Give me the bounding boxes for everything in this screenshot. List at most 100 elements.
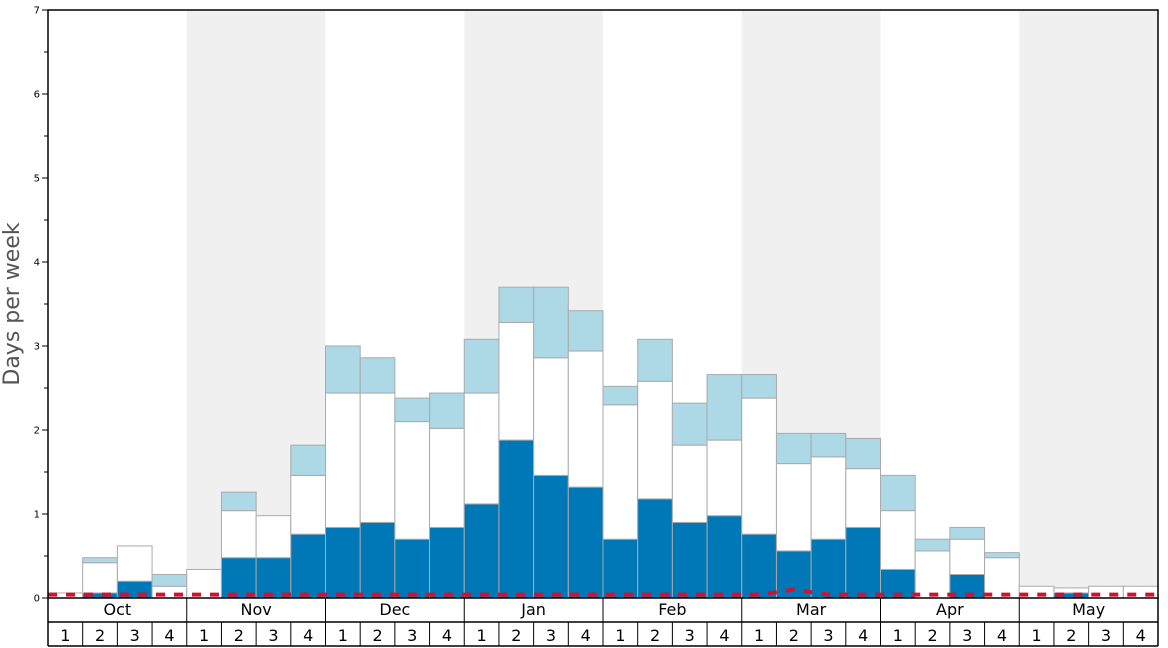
bar-bottom-segment [602, 538, 639, 599]
bar-top-segment [463, 338, 500, 394]
month-label-nov: Nov [241, 600, 272, 619]
week-label: 3 [407, 626, 417, 645]
week-label: 1 [60, 626, 70, 645]
bar-top-segment [498, 286, 535, 323]
bar-middle-segment [810, 456, 847, 540]
bar-middle-segment [498, 321, 535, 441]
bar-top-segment [359, 357, 396, 394]
week-label: 3 [685, 626, 695, 645]
bar-bottom-segment [290, 533, 326, 599]
bar-bottom-segment [637, 498, 673, 599]
bar-bottom-segment [394, 538, 431, 599]
bar-bottom-segment [845, 526, 881, 599]
week-label: 2 [789, 626, 799, 645]
y-tick-label: 3 [34, 342, 40, 353]
bar-middle-segment [116, 545, 153, 582]
bar-middle-segment [359, 392, 396, 523]
bar-bottom-segment [671, 521, 708, 599]
week-label: 3 [823, 626, 833, 645]
bar-middle-segment [845, 468, 881, 528]
week-label: 2 [511, 626, 521, 645]
bar-top-segment [984, 552, 1020, 559]
bar-middle-segment [741, 397, 777, 535]
week-label: 3 [1101, 626, 1111, 645]
week-label: 2 [650, 626, 660, 645]
bar-top-segment [741, 374, 777, 399]
average-line-layer [48, 587, 1158, 597]
bar-bottom-segment [359, 521, 396, 599]
bar-bottom-segment [567, 486, 604, 599]
bar-top-segment [394, 397, 431, 423]
bar-middle-segment [533, 357, 569, 476]
bar-middle-segment [984, 557, 1020, 599]
bar-top-segment [290, 444, 326, 476]
week-label: 4 [164, 626, 174, 645]
bar-top-segment [706, 374, 743, 441]
bar-middle-segment [949, 538, 986, 575]
bar-top-segment [567, 310, 604, 352]
week-label: 4 [1136, 626, 1146, 645]
week-label: 4 [997, 626, 1007, 645]
week-label: 1 [754, 626, 764, 645]
bar-bottom-segment [220, 557, 257, 599]
bar-middle-segment [82, 562, 118, 594]
bar-bottom-segment [463, 503, 500, 599]
month-label-feb: Feb [658, 600, 686, 619]
week-label: 3 [546, 626, 556, 645]
week-label: 1 [477, 626, 487, 645]
y-tick-label: 1 [34, 510, 40, 521]
bar-middle-segment [637, 380, 673, 500]
label-layer: Days per week [0, 222, 25, 385]
month-band-may [1019, 10, 1158, 598]
bar-bottom-segment [498, 439, 535, 599]
bar-top-segment [151, 573, 188, 587]
bar-top-segment [325, 345, 361, 394]
bar-middle-segment [220, 510, 257, 559]
y-tick-label: 4 [34, 258, 40, 269]
bar-middle-segment [671, 444, 708, 523]
week-label: 2 [927, 626, 937, 645]
bar-top-segment [845, 437, 881, 470]
bar-top-segment [810, 432, 847, 458]
bar-middle-segment [1053, 587, 1090, 594]
month-label-apr: Apr [936, 600, 964, 619]
bar-middle-segment [880, 510, 916, 570]
average-line [48, 587, 1158, 597]
week-label: 4 [442, 626, 452, 645]
bar-bottom-segment [255, 557, 292, 599]
week-label: 1 [893, 626, 903, 645]
bar-top-segment [602, 385, 639, 406]
bar-top-segment [775, 432, 812, 465]
week-label: 4 [719, 626, 729, 645]
y-tick-label: 7 [34, 6, 40, 17]
bar-middle-segment [775, 463, 812, 552]
week-label: 3 [268, 626, 278, 645]
bar-top-segment [429, 392, 465, 429]
bar-middle-segment [602, 404, 639, 540]
bar-middle-segment [394, 421, 431, 540]
bar-middle-segment [567, 350, 604, 488]
week-label: 3 [962, 626, 972, 645]
y-axis-label: Days per week [0, 222, 25, 385]
month-label-may: May [1072, 600, 1105, 619]
bar-bottom-segment [706, 515, 743, 599]
bar-top-segment [671, 402, 708, 446]
bar-middle-segment [463, 392, 500, 505]
y-tick-label: 0 [34, 594, 40, 605]
y-tick-label: 6 [34, 90, 40, 101]
bar-middle-segment [706, 439, 743, 517]
month-label-jan: Jan [520, 600, 546, 619]
bar-middle-segment [255, 515, 292, 559]
bar-top-segment [880, 474, 916, 512]
week-label: 1 [338, 626, 348, 645]
bar-top-segment [533, 286, 569, 359]
bar-middle-segment [914, 550, 951, 599]
bar-middle-segment [325, 392, 361, 528]
y-tick-label: 2 [34, 426, 40, 437]
week-label: 2 [234, 626, 244, 645]
month-label-oct: Oct [104, 600, 132, 619]
week-label: 4 [858, 626, 868, 645]
bar-bottom-segment [325, 526, 361, 599]
bar-top-segment [949, 526, 986, 540]
